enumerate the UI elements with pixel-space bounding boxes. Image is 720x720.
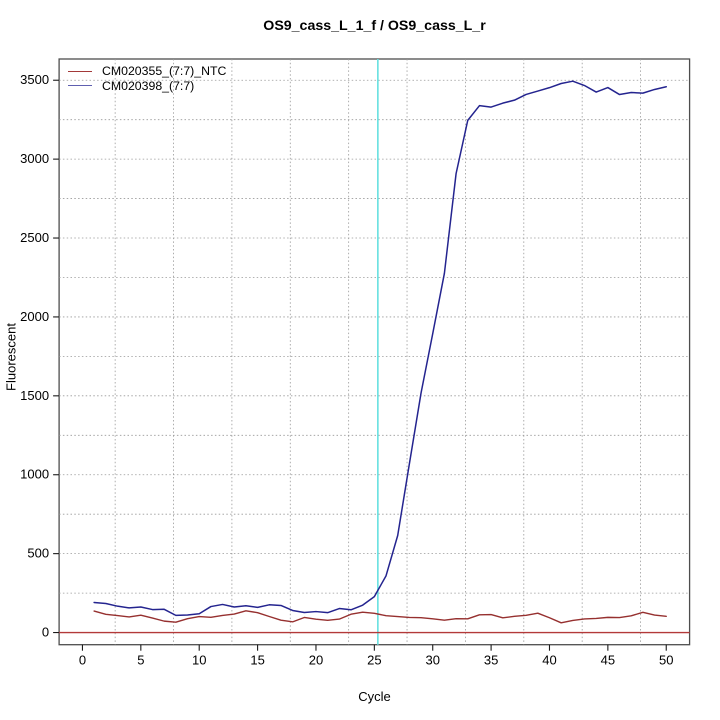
svg-text:45: 45: [601, 653, 615, 668]
svg-text:2000: 2000: [20, 309, 49, 324]
svg-text:20: 20: [309, 653, 323, 668]
svg-text:1500: 1500: [20, 388, 49, 403]
svg-text:0: 0: [42, 625, 49, 640]
svg-text:0: 0: [79, 653, 86, 668]
svg-text:25: 25: [367, 653, 381, 668]
svg-text:2500: 2500: [20, 230, 49, 245]
svg-text:500: 500: [27, 546, 49, 561]
svg-text:5: 5: [137, 653, 144, 668]
svg-text:1000: 1000: [20, 467, 49, 482]
svg-text:50: 50: [659, 653, 673, 668]
svg-text:10: 10: [192, 653, 206, 668]
svg-text:3500: 3500: [20, 72, 49, 87]
svg-text:3000: 3000: [20, 151, 49, 166]
svg-text:15: 15: [250, 653, 264, 668]
svg-text:40: 40: [542, 653, 556, 668]
svg-text:35: 35: [484, 653, 498, 668]
svg-text:30: 30: [425, 653, 439, 668]
